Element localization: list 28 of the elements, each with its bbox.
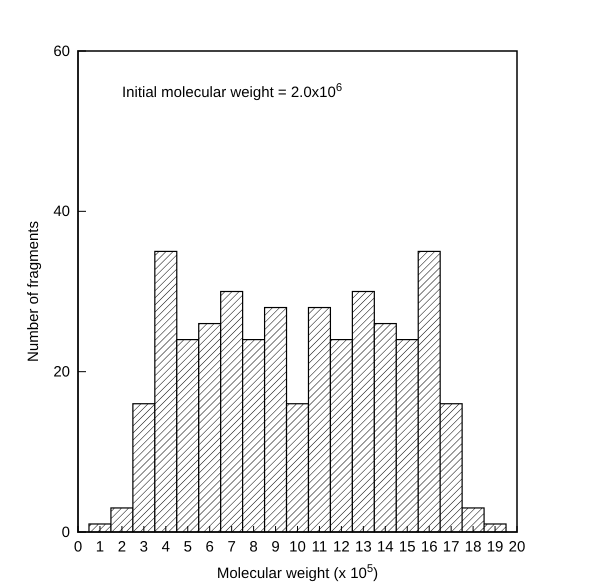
x-axis-title: Molecular weight (x 10$^{5}$) <box>216 563 378 582</box>
x-tick-label: 17 <box>442 538 460 556</box>
x-tick-label: 11 <box>312 538 328 556</box>
x-tick-label: 9 <box>271 538 280 556</box>
x-tick-label: 15 <box>398 538 416 556</box>
x-tick-label: 20 <box>508 538 526 556</box>
x-tick-label: 14 <box>376 538 394 556</box>
x-tick-label: 5 <box>184 538 192 556</box>
x-tick-label: 16 <box>420 538 438 556</box>
x-tick-label: 1 <box>96 538 104 556</box>
x-tick-label: 12 <box>333 538 350 556</box>
annotation: Initial molecular weight = 2.0x10$^{6}$ <box>122 82 342 101</box>
y-tick-label: 0 <box>62 524 70 541</box>
x-tick-label: 7 <box>227 538 236 556</box>
x-tick-label: 13 <box>355 538 372 556</box>
y-tick-label: 60 <box>53 42 70 60</box>
x-tick-label: 6 <box>206 538 214 556</box>
x-tick-label: 0 <box>74 538 82 556</box>
y-tick-label: 20 <box>53 363 70 380</box>
x-tick-label: 10 <box>289 538 306 556</box>
x-tick-label: 18 <box>464 538 482 556</box>
y-tick-label: 40 <box>53 203 70 220</box>
x-tick-label: 19 <box>486 538 504 556</box>
x-tick-label: 3 <box>140 538 148 556</box>
y-axis-title: Number of fragments <box>25 221 42 362</box>
x-tick-label: 4 <box>162 538 170 556</box>
x-tick-label: 8 <box>249 538 258 556</box>
x-tick-label: 2 <box>118 538 126 556</box>
